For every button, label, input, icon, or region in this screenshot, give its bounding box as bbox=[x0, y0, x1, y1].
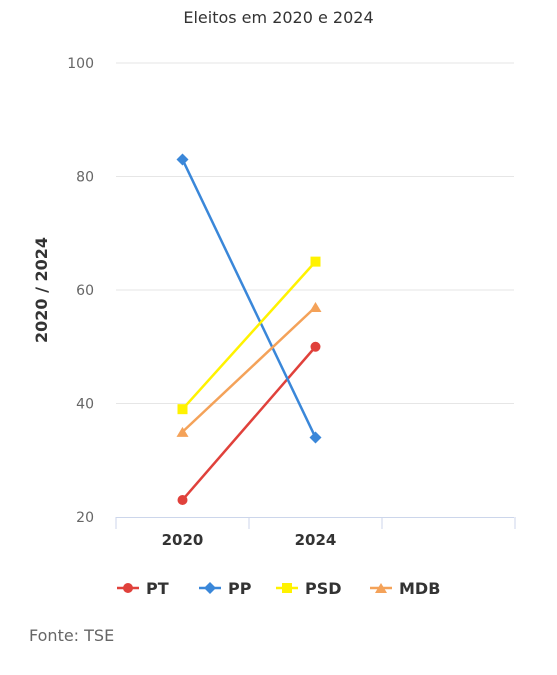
x-tick-label: 2020 bbox=[162, 531, 204, 549]
series-pp bbox=[176, 153, 322, 444]
series-line bbox=[181, 306, 317, 433]
series-line bbox=[181, 158, 317, 439]
line-chart: Eleitos em 2020 e 2024 20 40 60 80 100 2020 … bbox=[32, 8, 516, 598]
y-tick-label: 20 bbox=[76, 510, 94, 526]
data-point bbox=[176, 426, 189, 437]
series-mdb bbox=[176, 302, 322, 437]
series-psd bbox=[177, 256, 321, 415]
legend-item-pt[interactable]: PT bbox=[117, 579, 169, 598]
grid bbox=[116, 62, 514, 404]
legend-marker bbox=[123, 583, 133, 593]
series-pt bbox=[177, 341, 321, 505]
y-tick-label: 80 bbox=[76, 170, 94, 186]
legend-marker bbox=[375, 583, 387, 593]
y-axis-label: 2020 / 2024 bbox=[32, 237, 51, 343]
data-point bbox=[177, 404, 188, 415]
data-point bbox=[176, 153, 189, 166]
legend-label: MDB bbox=[399, 579, 440, 598]
y-tick-label: 100 bbox=[67, 56, 94, 72]
legend-label: PP bbox=[228, 579, 252, 598]
data-point bbox=[310, 256, 321, 267]
legend-label: PSD bbox=[305, 579, 342, 598]
legend-item-psd[interactable]: PSD bbox=[276, 579, 342, 598]
x-tick-label: 2024 bbox=[295, 531, 337, 549]
series-line bbox=[181, 345, 317, 501]
y-tick-label: 40 bbox=[76, 397, 94, 413]
source-note: Fonte: TSE bbox=[29, 626, 115, 645]
legend-marker bbox=[204, 582, 216, 594]
y-axis-ticks: 20 40 60 80 100 bbox=[67, 56, 94, 526]
legend-marker bbox=[282, 583, 292, 593]
data-point bbox=[309, 302, 322, 313]
data-point bbox=[177, 494, 188, 505]
legend: PT PP PSD MDB bbox=[117, 579, 440, 598]
legend-item-pp[interactable]: PP bbox=[199, 579, 252, 598]
chart-title: Eleitos em 2020 e 2024 bbox=[183, 8, 373, 27]
data-point bbox=[309, 431, 322, 444]
series-line bbox=[181, 260, 317, 411]
x-axis: 2020 2024 bbox=[115, 517, 516, 549]
data-point bbox=[310, 341, 321, 352]
legend-label: PT bbox=[146, 579, 169, 598]
series-group bbox=[176, 153, 322, 505]
y-tick-label: 60 bbox=[76, 283, 94, 299]
legend-item-mdb[interactable]: MDB bbox=[370, 579, 440, 598]
